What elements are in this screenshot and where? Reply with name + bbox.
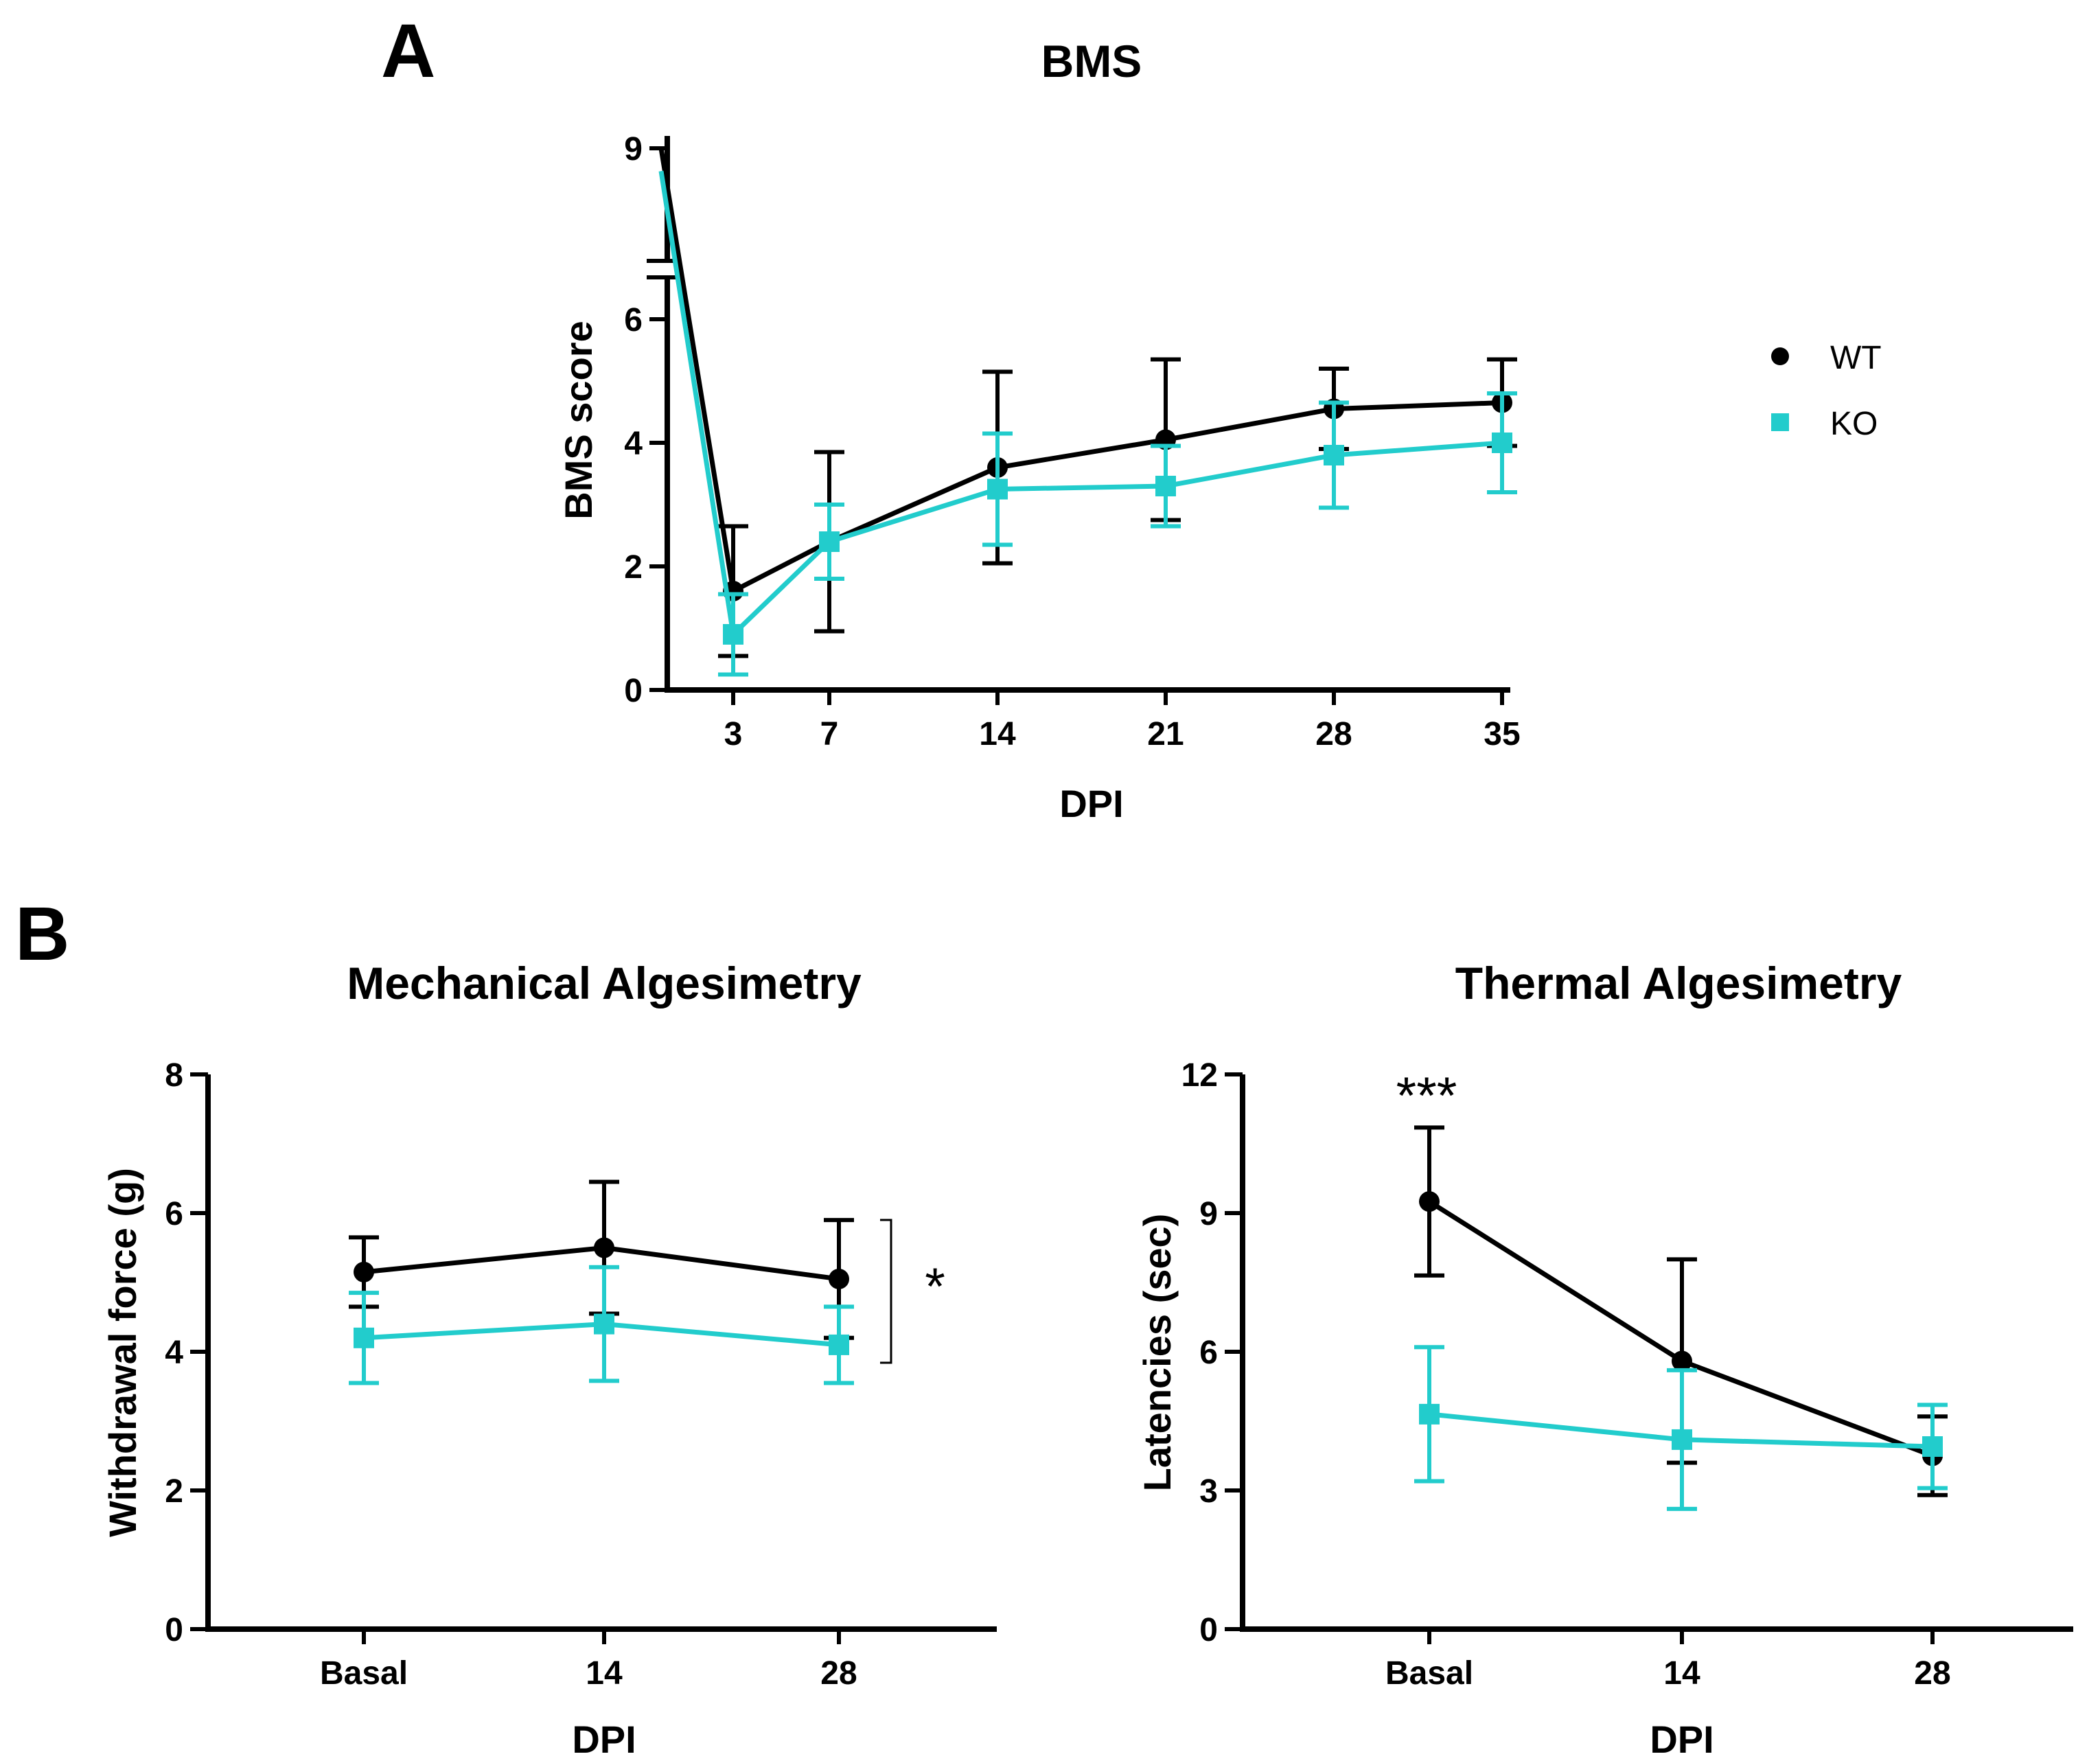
mechanical-ko-point [354,1327,374,1348]
thermal-xlabel: DPI [1650,1718,1714,1761]
mechanical-xlabel: DPI [572,1718,636,1761]
bms-title: BMS [1041,36,1142,87]
bms-ko-point [1155,476,1176,496]
thermal-ko-point [1672,1429,1692,1450]
bms-ko-point [987,479,1008,500]
mechanical-wt-point [829,1268,849,1289]
bms-y-tick-label: 0 [624,673,643,709]
mechanical-y-tick-label: 6 [165,1196,183,1232]
thermal-ko-point [1419,1403,1440,1425]
mechanical-y-tick-label: 0 [165,1612,183,1648]
bms-ko-point [1324,445,1344,465]
thermal-wt-point [1419,1191,1440,1212]
legend-wt-marker [1771,347,1789,365]
mechanical-ko-point [594,1313,614,1335]
thermal-x-tick-label: Basal [1385,1655,1473,1692]
bms-xlabel: DPI [1059,782,1123,825]
bms-y-tick-label: 2 [624,549,643,586]
bms-chart: BMS BMS score DPI 0 2 4 6 9 3 7 14 21 28 35 [557,36,1521,825]
bms-y-tick-label: 9 [624,131,643,168]
panel-label-b: B [15,892,69,976]
mechanical-y-tick-label: 2 [165,1473,183,1510]
mechanical-wt-point [354,1261,374,1282]
bms-wt-line [658,148,1503,595]
mechanical-title: Mechanical Algesimetry [347,958,862,1009]
thermal-y-tick-label: 12 [1181,1057,1218,1094]
thermal-wt-point [1672,1350,1692,1372]
thermal-y-tick-label: 6 [1199,1335,1218,1371]
mechanical-ko-point [829,1334,849,1355]
mechanical-y-tick-label: 8 [165,1057,183,1094]
mechanical-x-tick-label: 28 [820,1655,857,1692]
thermal-chart: Thermal Algesimetry Latencies (sec) DPI … [1135,958,2073,1761]
thermal-y-tick-label: 9 [1199,1196,1218,1232]
bms-ko-point [819,531,840,552]
thermal-ko-point [1922,1436,1943,1457]
legend: WT KO [1771,340,1882,442]
thermal-significance: *** [1396,1067,1457,1125]
bms-x-tick-label: 35 [1484,716,1520,752]
thermal-x-tick-label: 14 [1663,1655,1700,1692]
mechanical-significance-bracket [880,1219,892,1364]
mechanical-wt-point [594,1237,614,1258]
bms-ylabel: BMS score [557,321,600,519]
mechanical-x-tick-label: Basal [320,1655,408,1692]
bms-x-tick-label: 3 [724,716,743,752]
mechanical-y-tick-label: 4 [165,1335,183,1371]
thermal-y-tick-label: 0 [1199,1612,1218,1648]
mechanical-ylabel: Withdrawal force (g) [101,1168,144,1537]
thermal-x-tick-label: 28 [1914,1655,1950,1692]
panel-label-a: A [381,9,435,93]
thermal-y-tick-label: 3 [1199,1473,1218,1510]
legend-ko-label: KO [1830,406,1878,442]
mechanical-x-tick-label: 14 [586,1655,623,1692]
bms-ko-point [1492,433,1512,453]
mechanical-significance: * [925,1258,945,1316]
bms-x-tick-label: 14 [979,716,1016,752]
bms-x-tick-label: 21 [1147,716,1184,752]
legend-ko-marker [1771,413,1789,431]
thermal-ylabel: Latencies (sec) [1135,1214,1179,1492]
legend-wt-label: WT [1830,340,1882,376]
bms-y-tick-label: 6 [624,302,643,338]
thermal-title: Thermal Algesimetry [1455,958,1902,1009]
bms-x-tick-label: 28 [1315,716,1352,752]
bms-y-tick-label: 4 [624,426,643,462]
bms-ko-point [723,624,743,645]
mechanical-chart: Mechanical Algesimetry Withdrawal force … [101,958,997,1761]
bms-x-tick-label: 7 [820,716,839,752]
